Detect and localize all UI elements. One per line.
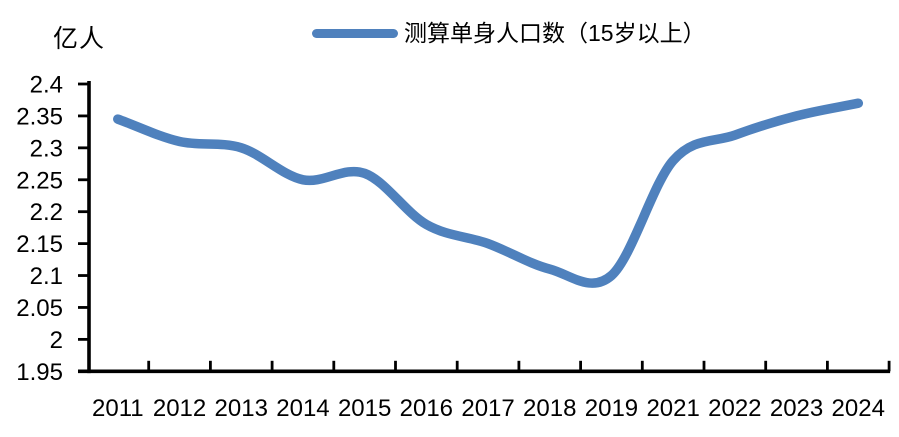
x-tick-label: 2021: [646, 395, 699, 422]
x-tick-label: 2015: [338, 395, 391, 422]
y-tick-label: 2.4: [30, 72, 63, 99]
legend-label: 测算单身人口数（15岁以上）: [404, 20, 706, 46]
y-tick-label: 2.35: [16, 103, 63, 130]
y-tick-label: 2.3: [30, 135, 63, 162]
y-tick-label: 2.2: [30, 199, 63, 226]
y-tick-label: 2.25: [16, 167, 63, 194]
legend: 测算单身人口数（15岁以上）: [312, 19, 706, 48]
y-tick-label: 2.05: [16, 295, 63, 322]
x-tick-label: 2023: [770, 395, 823, 422]
y-tick-label: 1.95: [16, 359, 63, 386]
x-tick-label: 2014: [276, 395, 329, 422]
y-axis-unit-label: 亿人: [53, 25, 106, 53]
x-tick-label: 2012: [153, 395, 206, 422]
x-tick-label: 2019: [585, 395, 638, 422]
y-tick-label: 2: [50, 327, 63, 354]
x-tick-label: 2022: [708, 395, 761, 422]
x-tick-label: 2018: [523, 395, 576, 422]
y-tick-label: 2.1: [30, 263, 63, 290]
legend-line-swatch: [312, 28, 398, 39]
series-line: [113, 98, 864, 288]
x-tick-label: 2016: [400, 395, 453, 422]
x-tick-label: 2013: [215, 395, 268, 422]
y-tick-label: 2.15: [16, 231, 63, 258]
x-tick-label: 2024: [832, 395, 885, 422]
x-tick-label: 2011: [92, 395, 144, 422]
x-tick-label: 2017: [461, 395, 514, 422]
